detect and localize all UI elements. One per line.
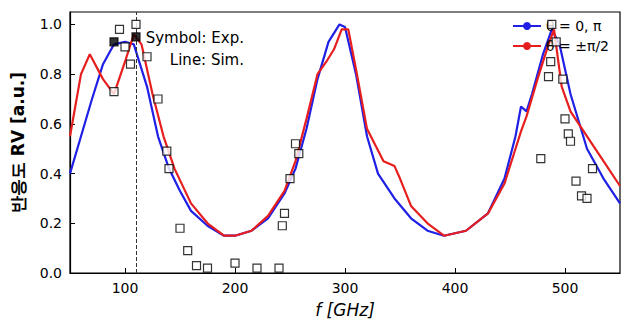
svg-text:반응도 RV [a.u.]: 반응도 RV [a.u.]: [8, 72, 28, 213]
svg-text:100: 100: [112, 280, 139, 296]
svg-text:θ = ±π/2: θ = ±π/2: [546, 38, 609, 54]
svg-text:0.8: 0.8: [40, 66, 62, 82]
svg-text:0.0: 0.0: [40, 265, 62, 281]
svg-text:500: 500: [552, 280, 579, 296]
svg-text:Line: Sim.: Line: Sim.: [170, 51, 244, 69]
svg-text:0.6: 0.6: [40, 116, 62, 132]
svg-text:θ = 0, π: θ = 0, π: [546, 18, 602, 34]
svg-text:1.0: 1.0: [40, 16, 62, 32]
svg-text:200: 200: [222, 280, 249, 296]
svg-text:f [GHz]: f [GHz]: [315, 300, 375, 320]
svg-text:0.2: 0.2: [40, 215, 62, 231]
svg-text:300: 300: [332, 280, 359, 296]
svg-text:400: 400: [442, 280, 469, 296]
svg-text:0.4: 0.4: [40, 166, 62, 182]
svg-text:Symbol: Exp.: Symbol: Exp.: [146, 29, 244, 47]
